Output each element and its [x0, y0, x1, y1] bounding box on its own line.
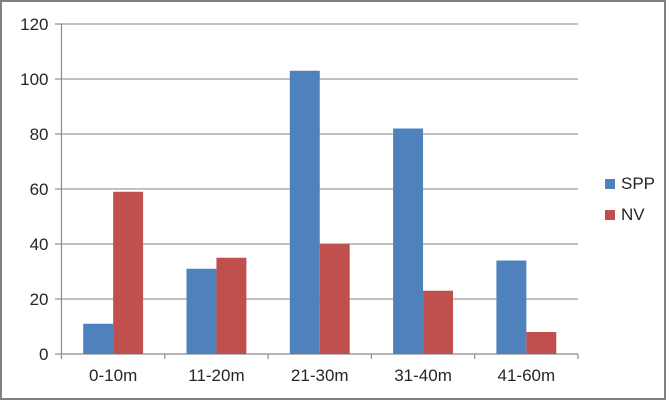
y-axis-label: 20 — [30, 290, 49, 309]
y-axis-label: 80 — [30, 125, 49, 144]
legend-swatch-nv — [605, 209, 615, 220]
bar-nv-0-10m — [113, 191, 144, 354]
x-axis-label: 31-40m — [394, 366, 452, 385]
bar-spp-0-10m — [83, 323, 114, 354]
bar-nv-11-20m — [216, 257, 247, 354]
legend-swatch-spp — [605, 178, 615, 189]
y-axis-label: 0 — [39, 345, 48, 364]
chart-legend: SPP NV — [605, 173, 655, 235]
legend-label-spp: SPP — [621, 173, 656, 193]
bar-nv-21-30m — [319, 244, 350, 354]
bar-nv-31-40m — [423, 290, 453, 354]
x-axis-label: 41-60m — [498, 366, 556, 385]
x-axis-label: 21-30m — [291, 366, 349, 385]
legend-entry-spp: SPP — [605, 173, 655, 194]
bar-nv-41-60m — [526, 332, 557, 354]
y-axis-label: 100 — [20, 70, 48, 89]
legend-label-nv: NV — [621, 204, 645, 224]
bar-spp-11-20m — [186, 268, 217, 354]
y-axis-label: 120 — [20, 15, 48, 34]
bar-spp-31-40m — [393, 128, 424, 354]
bar-spp-41-60m — [496, 260, 527, 354]
bar-spp-21-30m — [289, 70, 320, 354]
y-axis-label: 40 — [30, 235, 49, 254]
legend-entry-nv: NV — [605, 204, 655, 225]
x-axis-label: 11-20m — [188, 366, 244, 385]
y-axis-label: 60 — [30, 180, 49, 199]
x-axis-label: 0-10m — [89, 366, 137, 385]
